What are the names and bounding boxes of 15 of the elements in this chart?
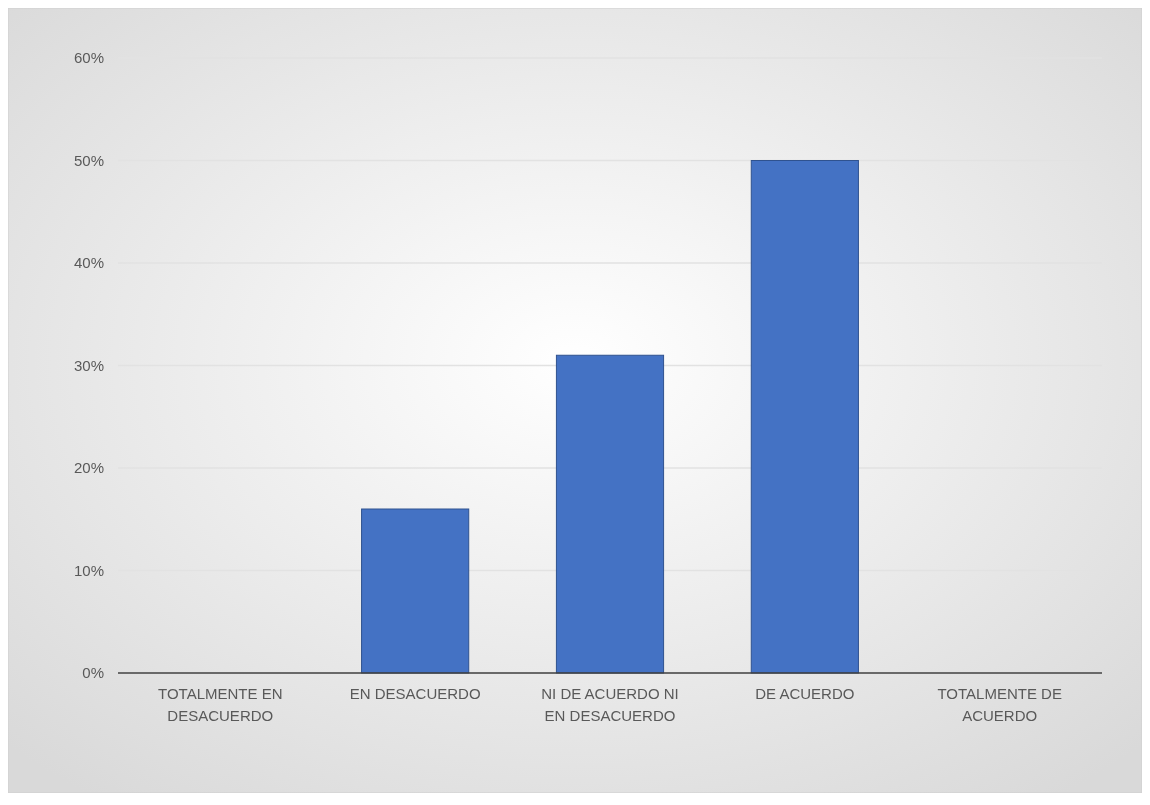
x-tick-label: TOTALMENTE EN DESACUERDO xyxy=(158,685,283,724)
x-tick-label: DE ACUERDO xyxy=(755,685,855,702)
x-tick-label: TOTALMENTE DE ACUERDO xyxy=(937,685,1062,724)
y-tick-label: 50% xyxy=(73,151,104,169)
x-tick-label: NI DE ACUERDO NI EN DESACUERDO xyxy=(541,685,679,724)
y-tick-label: 30% xyxy=(73,356,104,374)
y-tick-label: 40% xyxy=(73,254,104,272)
bar xyxy=(750,160,859,674)
bar xyxy=(361,508,470,674)
x-tick-label: EN DESACUERDO xyxy=(349,685,481,702)
y-tick-label: 20% xyxy=(73,459,104,477)
y-tick-label: 10% xyxy=(73,561,104,579)
bar xyxy=(555,354,665,674)
y-tick-label: 60% xyxy=(73,49,104,67)
y-tick-label: 0% xyxy=(82,664,104,682)
